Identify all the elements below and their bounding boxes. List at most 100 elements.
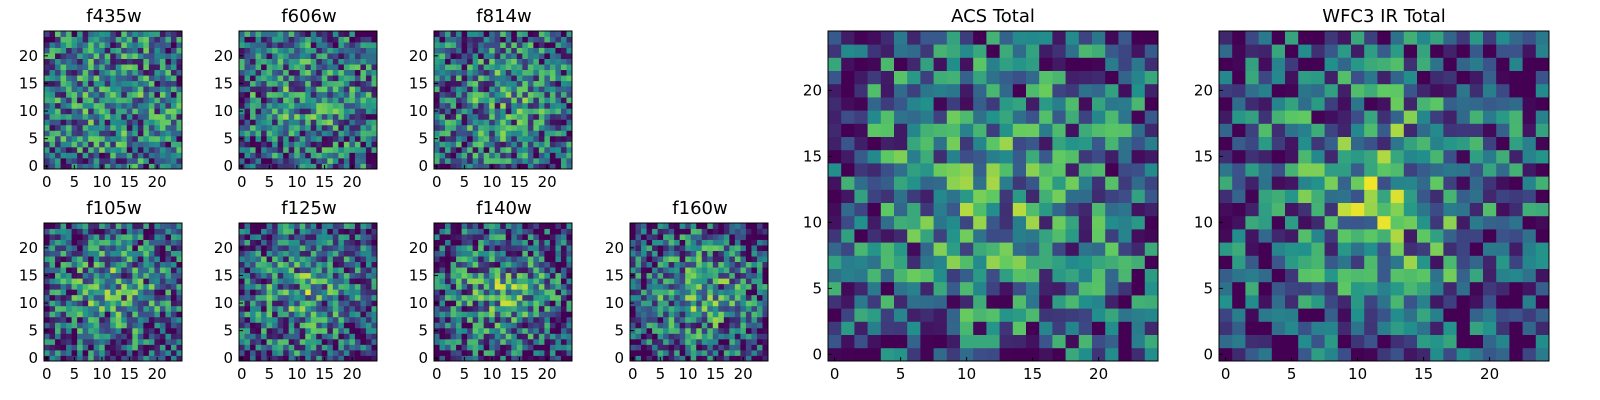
heatmap-cell — [310, 69, 317, 76]
heatmap-cell — [880, 268, 895, 283]
heatmap-cell — [143, 58, 150, 65]
heatmap-cell — [472, 267, 479, 274]
heatmap-cell — [137, 333, 144, 340]
heatmap-cell — [467, 42, 474, 48]
heatmap-cell — [165, 31, 172, 37]
heatmap-cell — [505, 316, 512, 323]
heatmap-cell — [365, 234, 372, 240]
heatmap-cell — [690, 305, 697, 312]
heatmap-cell — [66, 344, 72, 351]
heatmap-cell — [299, 239, 306, 246]
heatmap-cell — [756, 349, 763, 356]
heatmap-cell — [566, 75, 573, 82]
heatmap-cell — [349, 119, 356, 126]
heatmap-cell — [880, 189, 895, 203]
heatmap-cell — [321, 108, 328, 115]
heatmap-cell — [327, 69, 334, 76]
heatmap-cell — [55, 130, 61, 137]
heatmap-cell — [467, 124, 474, 131]
heatmap-cell — [456, 146, 462, 153]
heatmap-cell — [723, 311, 730, 318]
heatmap-cell — [1105, 255, 1119, 269]
heatmap-cell — [371, 261, 378, 268]
heatmap-cell — [756, 223, 763, 229]
heatmap-cell — [461, 124, 468, 131]
heatmap-cell — [478, 327, 485, 334]
heatmap-cell — [472, 97, 479, 104]
heatmap-cell — [522, 69, 529, 76]
heatmap-cell — [756, 322, 763, 329]
heatmap-cell — [55, 289, 61, 296]
heatmap-cell — [635, 256, 642, 263]
heatmap-cell — [343, 124, 350, 131]
heatmap-cell — [663, 344, 670, 351]
heatmap-cell — [371, 300, 378, 307]
heatmap-cell — [1105, 295, 1119, 309]
heatmap-cell — [505, 135, 512, 142]
heatmap-cell — [244, 86, 251, 93]
heatmap-cell — [159, 338, 166, 345]
heatmap-cell — [828, 255, 842, 269]
heatmap-cell — [360, 146, 367, 153]
heatmap-cell — [516, 223, 523, 229]
heatmap-cell — [49, 333, 56, 340]
heatmap-cell — [266, 157, 273, 164]
heatmap-cell — [527, 300, 534, 307]
heatmap-cell — [316, 322, 323, 329]
heatmap-cell — [277, 305, 284, 312]
heatmap-cell — [690, 261, 697, 268]
heatmap-cell — [99, 245, 106, 251]
heatmap-cell — [461, 305, 468, 312]
heatmap-cell — [933, 229, 948, 243]
heatmap-cell — [999, 149, 1014, 164]
heatmap-cell — [244, 124, 251, 131]
heatmap-cell — [434, 338, 440, 345]
heatmap-cell — [439, 124, 446, 131]
heatmap-cell — [1131, 189, 1146, 203]
heatmap-cell — [500, 130, 507, 137]
heatmap-cell — [478, 267, 485, 274]
heatmap-cell — [126, 102, 133, 109]
heatmap-cell — [461, 289, 468, 296]
x-tick-label: 5 — [656, 365, 666, 383]
heatmap-cell — [1012, 268, 1027, 283]
heatmap-cell — [522, 239, 529, 246]
heatmap-cell — [549, 75, 556, 82]
heatmap-cell — [60, 47, 67, 54]
x-tick-label: 5 — [265, 173, 275, 191]
heatmap-cell — [110, 130, 117, 137]
heatmap-cell — [516, 305, 523, 312]
heatmap-cell — [360, 69, 367, 76]
heatmap-cell — [148, 305, 155, 312]
heatmap-cell — [343, 86, 350, 93]
heatmap-cell — [310, 58, 317, 65]
heatmap-cell — [371, 58, 378, 65]
heatmap-cell — [321, 86, 328, 93]
heatmap-cell — [338, 58, 345, 65]
heatmap-cell — [434, 311, 440, 318]
heatmap-cell — [294, 113, 301, 120]
heatmap-cell — [244, 75, 251, 82]
heatmap-cell — [986, 229, 1000, 243]
heatmap-cell — [261, 42, 267, 48]
heatmap-cell — [305, 47, 312, 54]
heatmap-cell — [277, 141, 284, 148]
heatmap-cell — [77, 113, 84, 120]
heatmap-cell — [494, 53, 501, 59]
heatmap-cell — [489, 75, 496, 82]
heatmap-cell — [277, 53, 284, 59]
heatmap-cell — [712, 228, 719, 235]
heatmap-cell — [1131, 347, 1146, 362]
heatmap-cell — [1078, 255, 1093, 269]
heatmap-cell — [867, 308, 882, 322]
heatmap-cell — [310, 157, 317, 164]
heatmap-cell — [1078, 242, 1093, 256]
heatmap-cell — [527, 338, 534, 345]
heatmap-cell — [663, 228, 670, 235]
heatmap-cell — [371, 80, 378, 87]
heatmap-cell — [294, 239, 301, 246]
heatmap-cell — [560, 349, 567, 356]
heatmap-cell — [960, 308, 974, 322]
heatmap-cell — [110, 53, 117, 59]
heatmap-cell — [461, 102, 468, 109]
